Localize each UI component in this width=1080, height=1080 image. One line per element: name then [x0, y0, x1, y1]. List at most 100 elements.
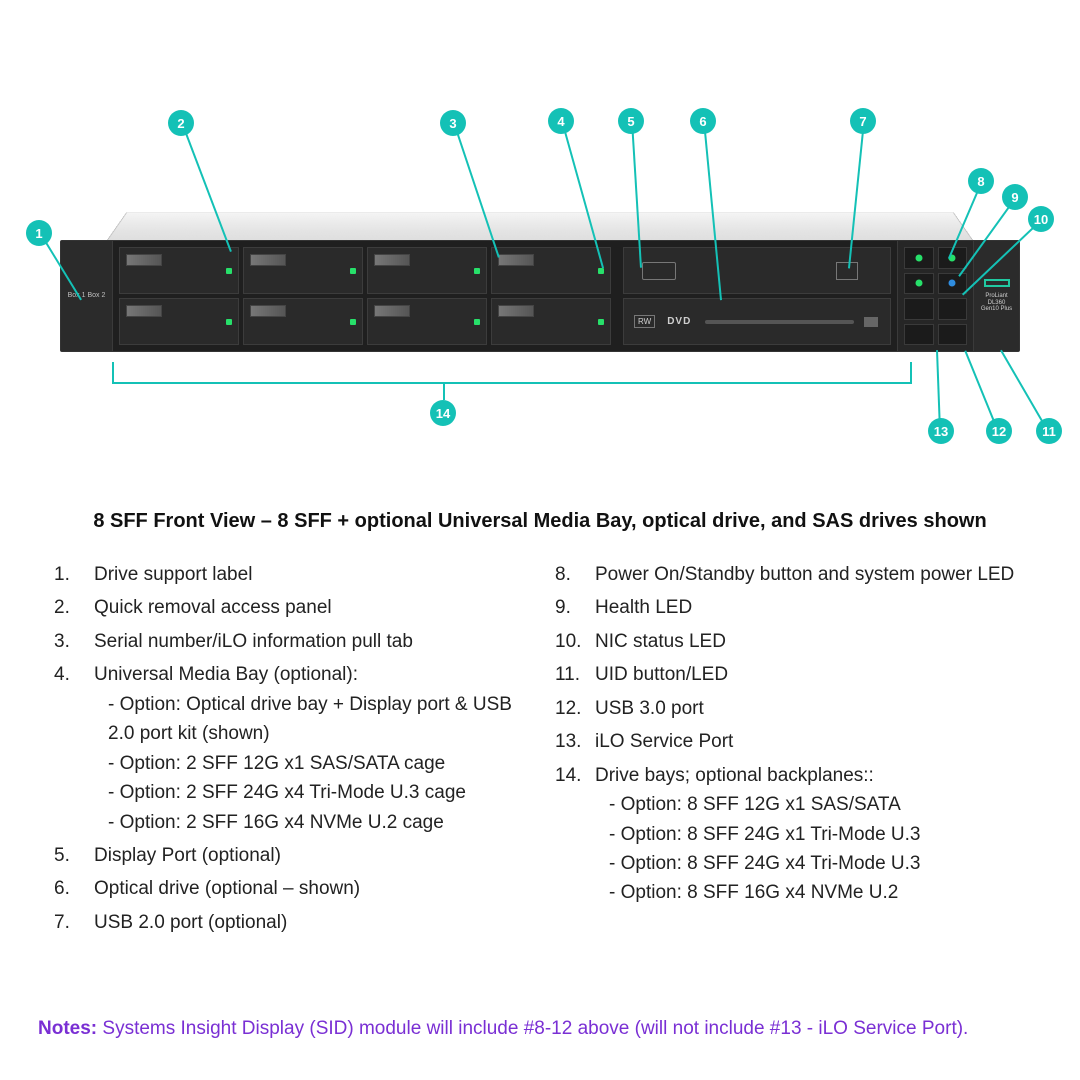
legend-number: 10. [555, 627, 595, 656]
dvd-label: DVD [667, 316, 691, 327]
legend-number: 4. [54, 660, 94, 837]
drive-bay [367, 298, 487, 345]
brand-ear: ProLiant DL360 Gen10 Plus [973, 241, 1019, 351]
callout-pin-5: 5 [618, 108, 644, 134]
legend-col-left: 1.Drive support label2.Quick removal acc… [54, 560, 525, 941]
callout-pin-7: 7 [850, 108, 876, 134]
drive-support-label: Box 1 Box 2 [61, 241, 113, 351]
drive-bay [491, 298, 611, 345]
callout-pin-8: 8 [968, 168, 994, 194]
power-led [904, 247, 934, 269]
legend-item: 3.Serial number/iLO information pull tab [54, 627, 525, 656]
legend-item: 2.Quick removal access panel [54, 593, 525, 622]
legend-subitem: Option: 2 SFF 12G x1 SAS/SATA cage [108, 749, 525, 778]
display-port [642, 262, 676, 280]
legend-item: 5.Display Port (optional) [54, 841, 525, 870]
legend-subitem: Option: 8 SFF 24G x4 Tri-Mode U.3 [609, 849, 1026, 878]
usb3-port [904, 298, 934, 320]
legend-item: 13.iLO Service Port [555, 727, 1026, 756]
nic-led [904, 273, 934, 295]
callout-pin-2: 2 [168, 110, 194, 136]
legend-text: USB 2.0 port (optional) [94, 908, 525, 937]
ilo-port [904, 324, 934, 346]
ilo-port [938, 324, 968, 346]
callout-pin-10: 10 [1028, 206, 1054, 232]
legend-number: 5. [54, 841, 94, 870]
legend-text: Serial number/iLO information pull tab [94, 627, 525, 656]
legend-number: 1. [54, 560, 94, 589]
uid-led [938, 273, 968, 295]
legend-number: 3. [54, 627, 94, 656]
drive-bays [113, 241, 617, 351]
figure-caption: 8 SFF Front View – 8 SFF + optional Univ… [0, 510, 1080, 533]
legend-text: Universal Media Bay (optional):Option: O… [94, 660, 525, 837]
legend-number: 12. [555, 694, 595, 723]
legend-item: 1.Drive support label [54, 560, 525, 589]
legend-number: 11. [555, 660, 595, 689]
drive-bay [367, 247, 487, 294]
legend-col-right: 8.Power On/Standby button and system pow… [555, 560, 1026, 941]
legend-item: 14.Drive bays; optional backplanes::Opti… [555, 761, 1026, 908]
notes-text: Systems Insight Display (SID) module wil… [97, 1018, 968, 1039]
legend-text: USB 3.0 port [595, 694, 1026, 723]
legend-text: NIC status LED [595, 627, 1026, 656]
legend-item: 8.Power On/Standby button and system pow… [555, 560, 1026, 589]
legend-text: Optical drive (optional – shown) [94, 874, 525, 903]
indicator-panel [897, 241, 973, 351]
callout-pin-9: 9 [1002, 184, 1028, 210]
callout-pin-11: 11 [1036, 418, 1062, 444]
legend-item: 9.Health LED [555, 593, 1026, 622]
legend-item: 6.Optical drive (optional – shown) [54, 874, 525, 903]
rw-badge: RW [634, 315, 655, 328]
notes-label: Notes: [38, 1018, 97, 1039]
legend-text: Display Port (optional) [94, 841, 525, 870]
legend-subitem: Option: 2 SFF 24G x4 Tri-Mode U.3 cage [108, 778, 525, 807]
eject-button [864, 317, 878, 327]
legend-text: Drive bays; optional backplanes::Option:… [595, 761, 1026, 908]
drive-bay [491, 247, 611, 294]
usb3-port [938, 298, 968, 320]
legend-item: 11.UID button/LED [555, 660, 1026, 689]
legend-text: Health LED [595, 593, 1026, 622]
legend: 1.Drive support label2.Quick removal acc… [54, 560, 1026, 941]
notes: Notes: Systems Insight Display (SID) mod… [38, 1018, 1042, 1040]
legend-item: 10.NIC status LED [555, 627, 1026, 656]
legend-number: 6. [54, 874, 94, 903]
legend-item: 4.Universal Media Bay (optional):Option:… [54, 660, 525, 837]
legend-text: Power On/Standby button and system power… [595, 560, 1026, 589]
legend-number: 9. [555, 593, 595, 622]
legend-number: 8. [555, 560, 595, 589]
drive-bay [243, 298, 363, 345]
legend-number: 13. [555, 727, 595, 756]
legend-item: 7.USB 2.0 port (optional) [54, 908, 525, 937]
legend-text: Quick removal access panel [94, 593, 525, 622]
callout-leader [443, 384, 445, 400]
drive-bay [119, 298, 239, 345]
label-text: Box 1 Box 2 [68, 292, 106, 300]
legend-text: Drive support label [94, 560, 525, 589]
callout-pin-13: 13 [928, 418, 954, 444]
callout-pin-6: 6 [690, 108, 716, 134]
legend-text: iLO Service Port [595, 727, 1026, 756]
callout-pin-14: 14 [430, 400, 456, 426]
legend-subitem: Option: 8 SFF 24G x1 Tri-Mode U.3 [609, 820, 1026, 849]
legend-subitem: Option: 8 SFF 12G x1 SAS/SATA [609, 790, 1026, 819]
legend-subitem: Option: 2 SFF 16G x4 NVMe U.2 cage [108, 808, 525, 837]
legend-text: UID button/LED [595, 660, 1026, 689]
server-illustration: Box 1 Box 2 RW DVD [60, 240, 1020, 380]
legend-subitem: Option: Optical drive bay + Display port… [108, 690, 525, 749]
server-chassis: Box 1 Box 2 RW DVD [60, 240, 1020, 352]
optical-drive: RW DVD [623, 298, 891, 345]
callout-pin-1: 1 [26, 220, 52, 246]
legend-subitem: Option: 8 SFF 16G x4 NVMe U.2 [609, 878, 1026, 907]
legend-number: 14. [555, 761, 595, 908]
diagram-canvas: Box 1 Box 2 RW DVD [0, 0, 1080, 1080]
universal-media-bay: RW DVD [617, 241, 897, 351]
disc-slot [705, 320, 854, 324]
drive-bays-bracket [112, 362, 912, 384]
drive-bay [243, 247, 363, 294]
legend-item: 12.USB 3.0 port [555, 694, 1026, 723]
usb-2-port [836, 262, 858, 280]
callout-pin-12: 12 [986, 418, 1012, 444]
legend-number: 2. [54, 593, 94, 622]
